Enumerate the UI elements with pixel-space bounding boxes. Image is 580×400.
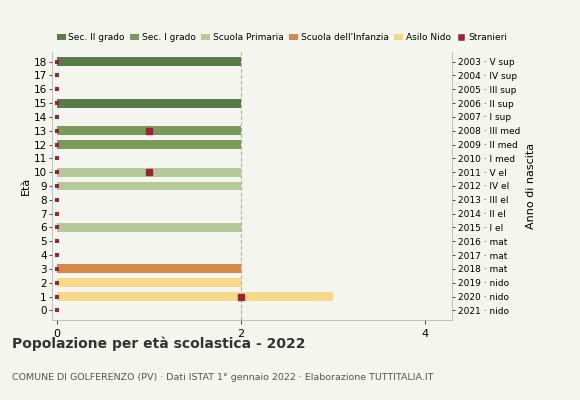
Legend: Sec. II grado, Sec. I grado, Scuola Primaria, Scuola dell'Infanzia, Asilo Nido, : Sec. II grado, Sec. I grado, Scuola Prim… xyxy=(57,33,508,42)
Bar xyxy=(57,264,241,273)
Y-axis label: Anno di nascita: Anno di nascita xyxy=(526,143,536,229)
Bar xyxy=(57,140,241,149)
Bar xyxy=(57,278,241,287)
Text: COMUNE DI GOLFERENZO (PV) · Dati ISTAT 1° gennaio 2022 · Elaborazione TUTTITALIA: COMUNE DI GOLFERENZO (PV) · Dati ISTAT 1… xyxy=(12,373,433,382)
Bar xyxy=(57,126,241,135)
Bar xyxy=(57,57,241,66)
Text: Popolazione per età scolastica - 2022: Popolazione per età scolastica - 2022 xyxy=(12,336,305,351)
Bar xyxy=(57,99,241,108)
Y-axis label: Età: Età xyxy=(21,177,31,195)
Bar xyxy=(57,223,241,232)
Bar xyxy=(57,182,241,190)
Bar xyxy=(57,292,333,301)
Bar xyxy=(57,168,241,177)
